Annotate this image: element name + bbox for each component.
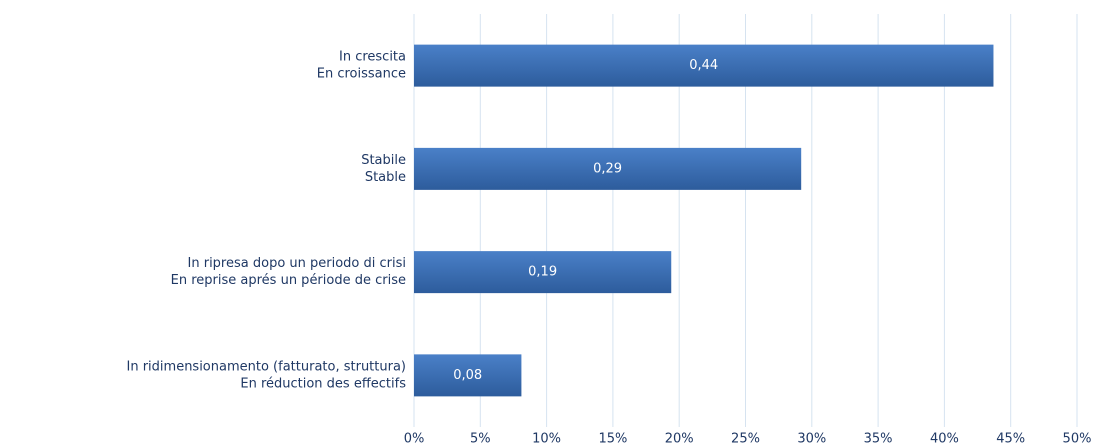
x-tick-label: 5% xyxy=(470,432,491,446)
bar xyxy=(414,44,994,87)
x-tick-label: 15% xyxy=(598,432,627,446)
x-tick-label: 20% xyxy=(665,432,694,446)
x-tick-label: 45% xyxy=(996,432,1025,446)
y-tick-label: In ridimensionamento (fatturato, struttu… xyxy=(127,359,407,374)
y-tick-label: Stable xyxy=(365,170,406,185)
y-tick-label: In crescita xyxy=(339,50,406,65)
x-tick-label: 0% xyxy=(404,432,425,446)
y-tick-label: Stabile xyxy=(361,153,406,168)
x-tick-label: 50% xyxy=(1063,432,1092,446)
x-tick-label: 40% xyxy=(930,432,959,446)
value-label: 0,19 xyxy=(528,265,557,280)
bar xyxy=(414,251,672,294)
x-tick-label: 35% xyxy=(864,432,893,446)
x-tick-label: 30% xyxy=(797,432,826,446)
y-tick-label: En réduction des effectifs xyxy=(240,376,406,391)
x-tick-label: 10% xyxy=(532,432,561,446)
value-label: 0,29 xyxy=(593,161,622,176)
y-tick-label: In ripresa dopo un periodo di crisi xyxy=(188,256,406,271)
value-label: 0,08 xyxy=(453,368,482,383)
x-tick-label: 25% xyxy=(731,432,760,446)
value-label: 0,44 xyxy=(689,58,718,73)
bar xyxy=(414,354,522,397)
bar xyxy=(414,147,802,190)
y-tick-label: En reprise aprés un période de crise xyxy=(171,273,406,288)
y-tick-label: En croissance xyxy=(317,67,406,82)
